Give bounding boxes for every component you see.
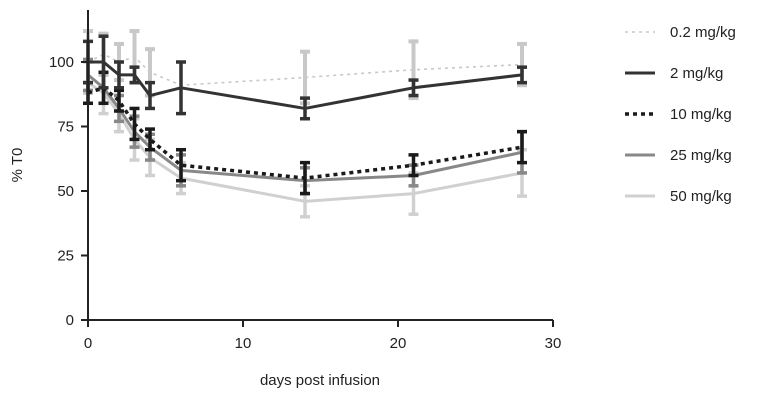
x-tick-label: 0 (84, 335, 92, 352)
legend-label: 0.2 mg/kg (670, 24, 736, 41)
error-bar (300, 96, 310, 121)
y-tick-label: 25 (57, 248, 74, 265)
y-tick-label: 75 (57, 119, 74, 136)
x-tick-label: 30 (545, 335, 562, 352)
error-bar (176, 60, 186, 116)
error-bar (114, 88, 124, 113)
legend-label: 2 mg/kg (670, 65, 723, 82)
x-axis-title: days post infusion (260, 372, 380, 389)
x-tick-label: 20 (390, 335, 407, 352)
y-tick-label: 100 (49, 54, 74, 71)
legend-item: 50 mg/kg (625, 188, 732, 205)
x-tick-label: 10 (235, 335, 252, 352)
error-bar (408, 153, 419, 178)
legend-item: 2 mg/kg (625, 65, 723, 82)
error-bar (176, 147, 186, 183)
error-bar (145, 80, 155, 111)
error-bar (129, 65, 140, 85)
error-bar (98, 34, 109, 90)
legend-label: 10 mg/kg (670, 106, 732, 123)
legend-item: 25 mg/kg (625, 147, 732, 164)
legend-label: 25 mg/kg (670, 147, 732, 164)
legend: 0.2 mg/kg 2 mg/kg 10 mg/kg 25 mg/kg 50 mg/kg (625, 24, 736, 205)
error-bar (145, 127, 155, 152)
series-layer (83, 29, 527, 219)
y-tick-label: 0 (66, 312, 74, 329)
y-tick-label: 50 (57, 183, 74, 200)
error-bar (408, 78, 419, 98)
y-axis-title: % T0 (9, 148, 26, 183)
error-bar (129, 106, 140, 142)
error-bar (114, 60, 124, 90)
error-bar (517, 65, 527, 85)
legend-label: 50 mg/kg (670, 188, 732, 205)
y-ticks: 0 25 50 75 100 (49, 54, 88, 329)
legend-item: 10 mg/kg (625, 106, 732, 123)
plot-area: 0 10 20 30 0 25 50 75 100 (49, 10, 561, 352)
x-ticks: 0 10 20 30 (84, 320, 562, 352)
error-bar (300, 49, 310, 106)
legend-item: 0.2 mg/kg (625, 24, 736, 41)
error-bar (300, 160, 310, 196)
error-bar (517, 129, 527, 165)
